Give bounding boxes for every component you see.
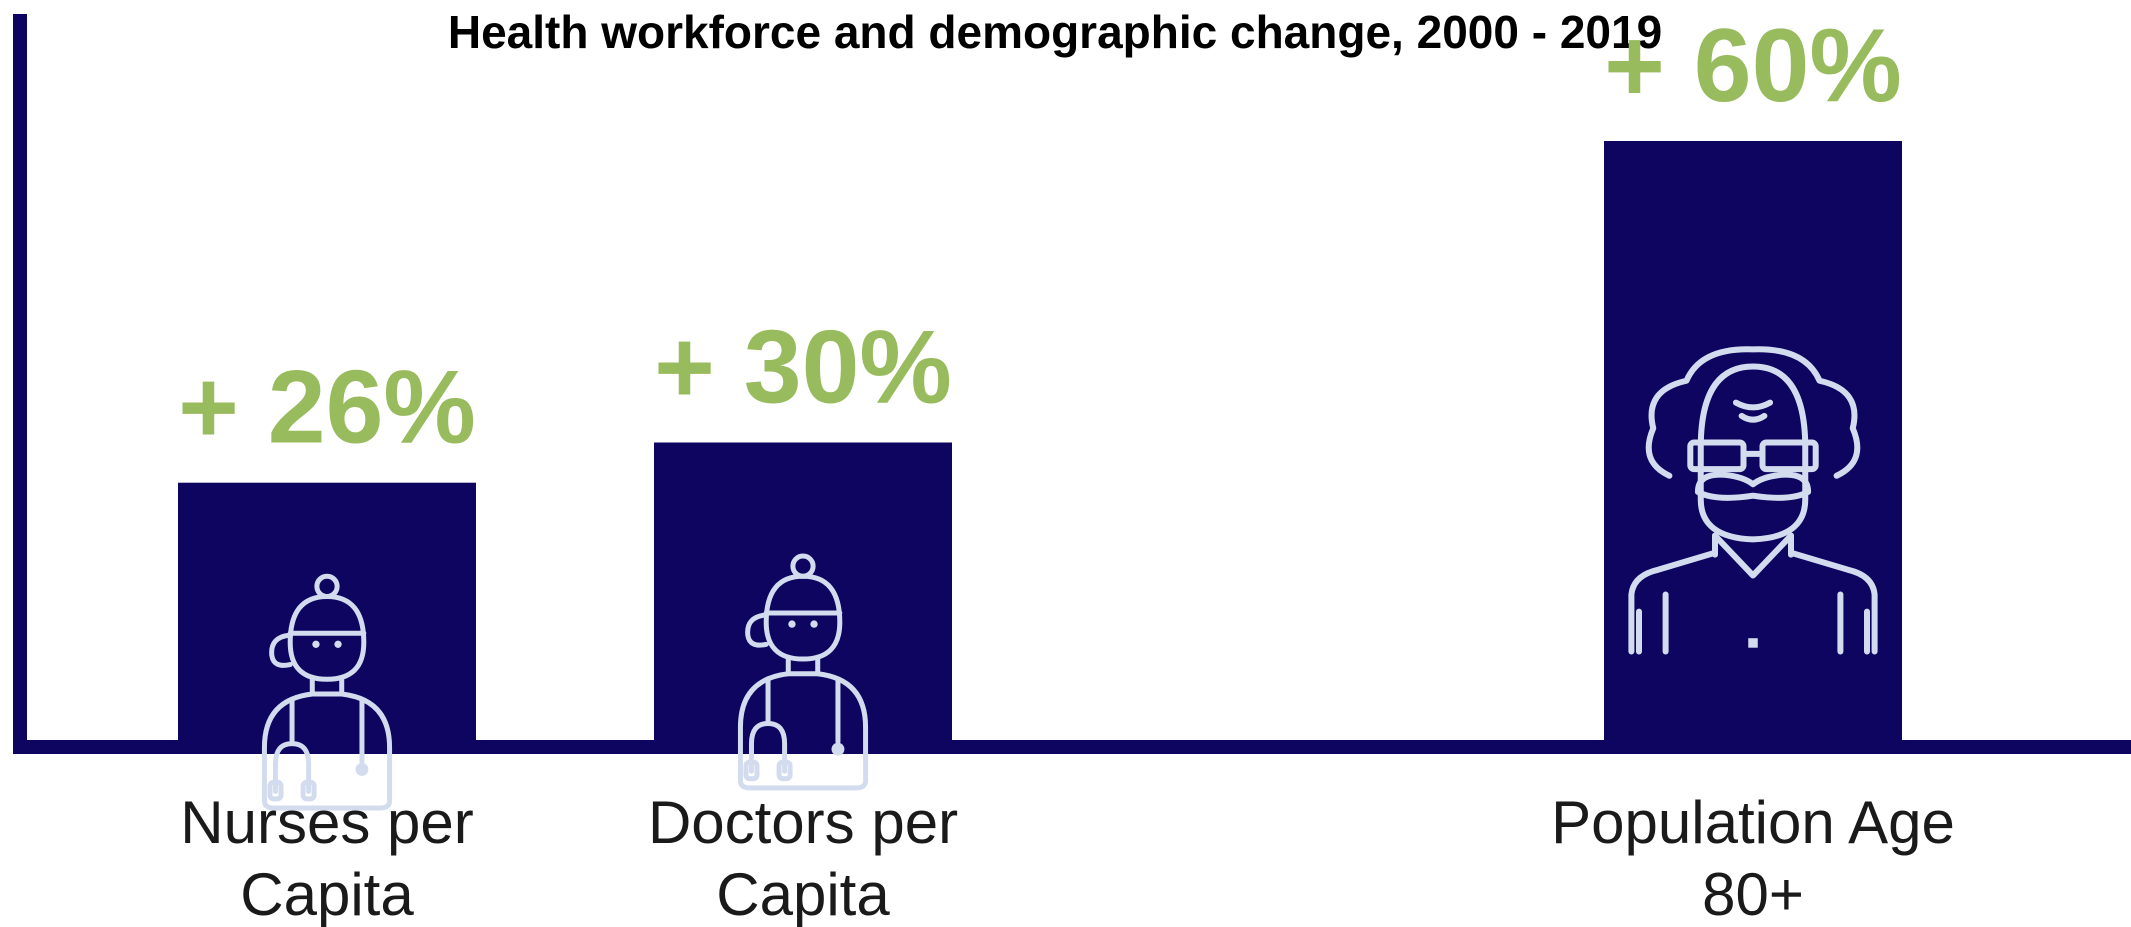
- nurse-icon: [261, 573, 393, 811]
- y-axis: [13, 14, 27, 752]
- category-label-2-line-1: Doctors per: [648, 789, 958, 856]
- value-label-1: + 26%: [178, 350, 476, 466]
- bar-1: [178, 482, 476, 744]
- value-label-2: + 30%: [654, 310, 952, 426]
- category-label-2-line-2: Capita: [716, 861, 890, 927]
- elderly-man-icon: [1628, 346, 1878, 655]
- category-label-1-line-1: Nurses per: [180, 789, 473, 856]
- category-label-3-line-2: 80+: [1702, 861, 1804, 927]
- chart-title: Health workforce and demographic change,…: [448, 6, 1662, 58]
- x-axis: [13, 740, 2131, 754]
- value-label-3: + 60%: [1604, 8, 1902, 124]
- category-label-1-line-2: Capita: [240, 861, 414, 927]
- category-label-3-line-1: Population Age: [1551, 789, 1955, 856]
- doctor-icon: [737, 553, 869, 791]
- bar-2: [654, 442, 952, 744]
